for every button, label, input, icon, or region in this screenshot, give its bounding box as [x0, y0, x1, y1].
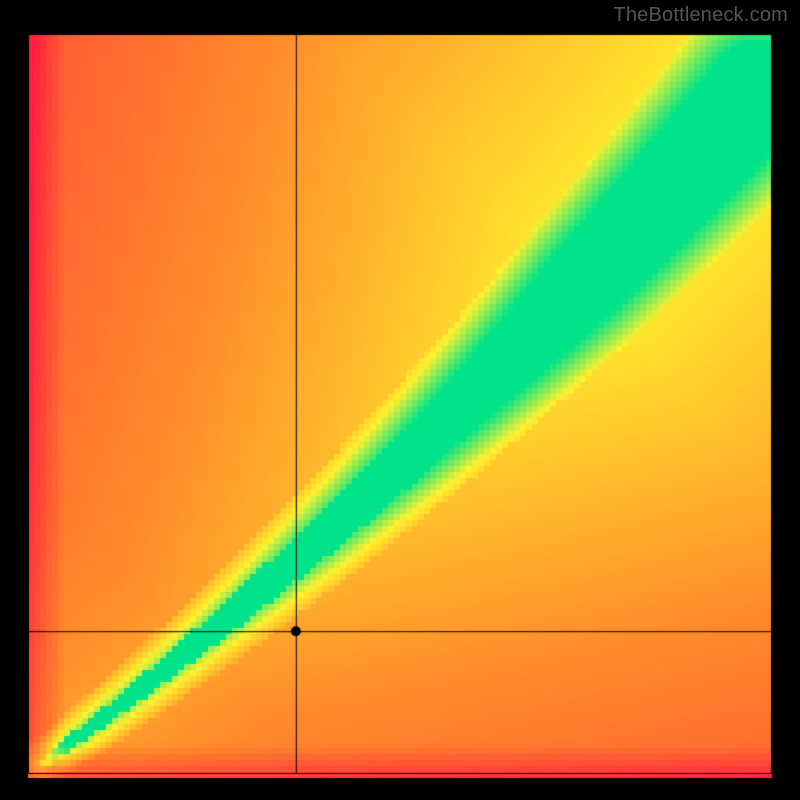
watermark-text: TheBottleneck.com: [613, 4, 788, 27]
chart-container: TheBottleneck.com: [0, 0, 800, 800]
heatmap-canvas: [0, 0, 800, 800]
